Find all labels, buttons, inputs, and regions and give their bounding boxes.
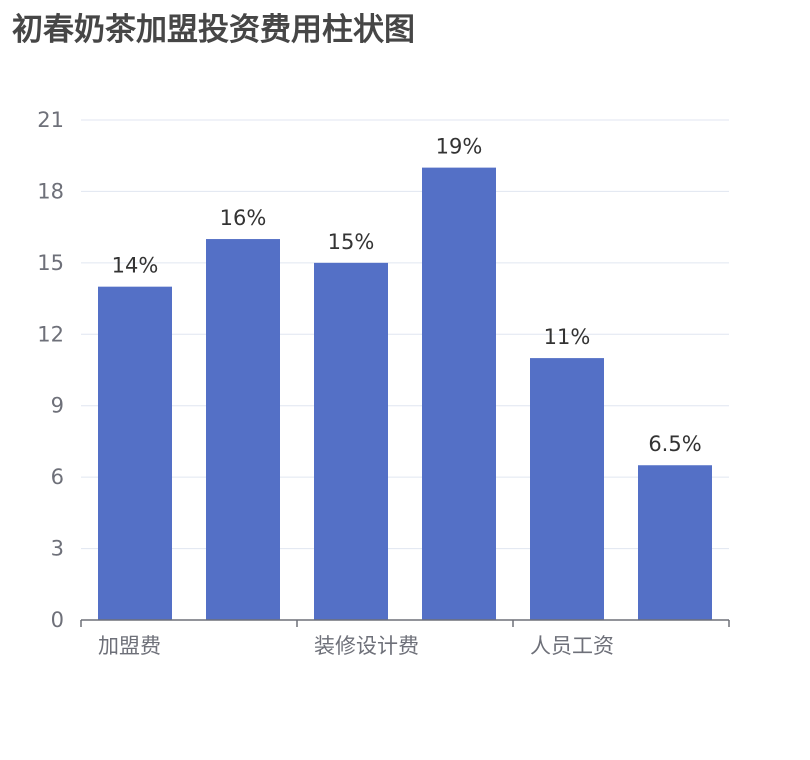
- bar-data-label: 11%: [544, 325, 591, 349]
- y-tick-label: 9: [51, 394, 64, 418]
- bar-data-label: 19%: [436, 135, 483, 159]
- y-tick-label: 6: [51, 465, 64, 489]
- bar: [206, 239, 280, 621]
- y-tick-label: 0: [51, 608, 64, 632]
- y-tick-label: 18: [37, 179, 64, 203]
- bar: [422, 167, 496, 620]
- bar: [530, 358, 604, 620]
- chart-title: 初春奶茶加盟投资费用柱状图: [12, 12, 415, 48]
- y-tick-label: 15: [37, 251, 64, 275]
- x-tick-label: 加盟费: [98, 634, 161, 658]
- y-tick-label: 3: [51, 537, 64, 561]
- x-tick-label: 人员工资: [530, 634, 614, 658]
- x-tick-label: 装修设计费: [314, 634, 419, 658]
- bar: [638, 465, 712, 620]
- bar: [98, 286, 172, 620]
- y-tick-label: 21: [37, 108, 64, 132]
- bar-data-label: 16%: [220, 206, 267, 230]
- bar: [314, 262, 388, 620]
- bar-data-label: 14%: [112, 254, 159, 278]
- bar-data-label: 6.5%: [648, 432, 701, 456]
- y-tick-label: 12: [37, 322, 64, 346]
- bar-data-label: 15%: [328, 230, 375, 254]
